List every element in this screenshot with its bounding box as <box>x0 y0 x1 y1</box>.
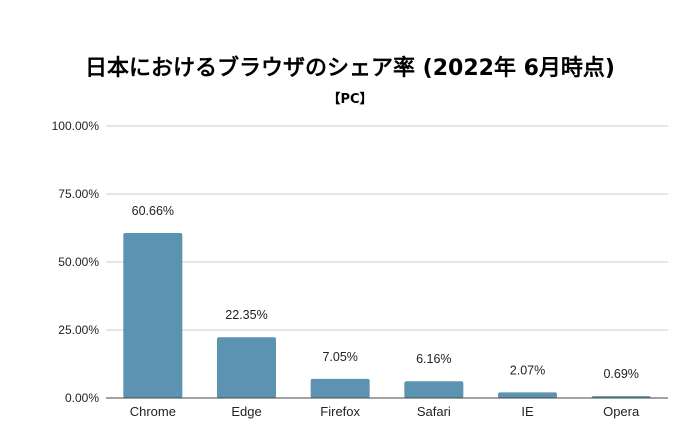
y-tick-label: 50.00% <box>58 255 99 269</box>
y-tick-label: 0.00% <box>65 391 99 405</box>
x-tick-label: IE <box>521 404 534 419</box>
data-label: 0.69% <box>603 367 638 381</box>
x-tick-label: Safari <box>417 404 451 419</box>
x-tick-label: Opera <box>603 404 640 419</box>
chart-title: 日本におけるブラウザのシェア率 (2022年 6月時点) <box>85 55 615 81</box>
bar-edge <box>216 337 277 398</box>
chart-subtitle: 【PC】 <box>327 91 372 107</box>
y-tick-label: 100.00% <box>52 119 100 133</box>
bar-firefox <box>310 378 370 398</box>
data-label: 22.35% <box>225 308 267 322</box>
data-labels: 60.66% 22.35% 7.05% 6.16% 2.07% 0.69% <box>132 204 639 381</box>
bar-chrome <box>123 233 183 398</box>
x-tick-label: Chrome <box>130 404 176 419</box>
x-axis-ticks: Chrome Edge Firefox Safari IE Opera <box>130 404 640 419</box>
data-label: 2.07% <box>510 363 545 377</box>
bars <box>123 233 651 398</box>
bar-ie <box>497 392 558 398</box>
gridlines <box>106 125 668 331</box>
bar-safari <box>404 381 464 398</box>
data-label: 60.66% <box>132 204 174 218</box>
y-tick-label: 25.00% <box>58 323 99 337</box>
data-label: 6.16% <box>416 352 451 366</box>
data-label: 7.05% <box>322 350 357 364</box>
y-tick-label: 75.00% <box>58 187 99 201</box>
x-tick-label: Firefox <box>320 404 360 419</box>
y-axis-ticks: 0.00% 25.00% 50.00% 75.00% 100.00% <box>52 119 100 405</box>
x-tick-label: Edge <box>231 404 261 419</box>
